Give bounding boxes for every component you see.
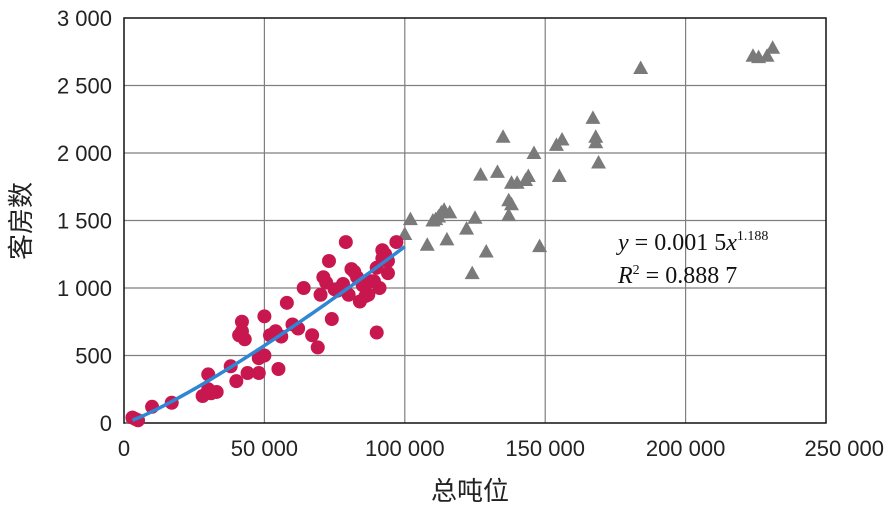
equation-exponent: 1.188 xyxy=(737,229,769,244)
circle-point xyxy=(338,235,353,250)
x-tick-label: 100 000 xyxy=(365,436,445,461)
r2-value: = 0.888 7 xyxy=(640,263,738,289)
fit-curve xyxy=(131,245,406,422)
circle-point xyxy=(361,287,376,302)
circle-point xyxy=(369,325,384,340)
circle-point xyxy=(257,348,272,363)
triangle-point xyxy=(489,164,505,178)
triangle-point xyxy=(554,132,570,146)
circle-point xyxy=(305,328,320,343)
circle-point xyxy=(310,340,325,355)
triangle-point xyxy=(520,168,536,182)
r2-lhs: R xyxy=(617,263,633,289)
grid-lines xyxy=(124,18,826,423)
equation-annotation: y = 0.001 5x1.188 xyxy=(616,229,768,256)
triangle-point xyxy=(419,237,435,251)
triangle-point xyxy=(442,204,458,219)
circle-series xyxy=(125,235,404,428)
y-tick-label: 2 500 xyxy=(57,74,112,99)
circle-point xyxy=(234,314,249,329)
triangle-point xyxy=(591,154,607,169)
triangle-point xyxy=(633,60,649,74)
circle-point xyxy=(251,366,266,381)
x-tick-label: 0 xyxy=(118,436,130,461)
circle-point xyxy=(389,235,404,250)
y-tick-label: 500 xyxy=(75,344,112,369)
triangle-point xyxy=(501,207,517,222)
y-tick-label: 2 000 xyxy=(57,141,112,166)
r2-sup: 2 xyxy=(633,263,640,278)
circle-point xyxy=(279,295,294,310)
triangle-point xyxy=(765,40,781,54)
triangle-point xyxy=(464,265,480,280)
triangle-point xyxy=(495,129,511,143)
triangle-point xyxy=(532,238,548,253)
circle-point xyxy=(372,281,387,295)
triangle-point xyxy=(588,129,604,143)
circle-point xyxy=(324,312,339,327)
circle-point xyxy=(271,362,286,376)
x-tick-label: 200 000 xyxy=(646,436,726,461)
x-tick-label: 250 000 xyxy=(804,436,884,461)
r-squared-annotation: R2 = 0.888 7 xyxy=(617,263,737,289)
y-tick-label: 1 000 xyxy=(57,276,112,301)
triangle-point xyxy=(397,226,413,240)
triangle-point xyxy=(526,145,542,159)
triangle-point xyxy=(759,48,775,62)
triangle-point xyxy=(473,167,489,181)
y-tick-label: 0 xyxy=(100,411,112,436)
equation-coef: = 0.001 5 xyxy=(629,230,727,256)
x-axis-title: 总吨位 xyxy=(431,477,509,507)
plot-frame xyxy=(123,17,827,424)
equation-lhs: y xyxy=(616,230,629,256)
equation-var: x xyxy=(725,230,737,256)
x-tick-label: 50 000 xyxy=(231,436,298,461)
triangle-point xyxy=(402,211,418,226)
triangle-point xyxy=(504,196,520,211)
circle-point xyxy=(257,309,272,324)
circle-point xyxy=(237,332,252,347)
circle-point xyxy=(240,366,255,381)
circle-point xyxy=(296,281,311,295)
circle-point xyxy=(229,374,244,389)
y-tick-labels: 0 500 1 000 1 500 2 000 2 500 3 000 xyxy=(57,6,112,436)
circle-point xyxy=(380,266,395,281)
y-axis-title: 客房数 xyxy=(7,182,37,260)
triangle-point xyxy=(585,110,601,124)
circle-point xyxy=(209,384,224,399)
triangle-point xyxy=(459,221,475,235)
x-tick-labels: 0 50 000 100 000 150 000 200 000 250 000 xyxy=(118,436,884,461)
triangle-point xyxy=(467,210,483,224)
triangle-point xyxy=(439,231,455,246)
y-tick-label: 3 000 xyxy=(57,6,112,31)
y-tick-label: 1 500 xyxy=(57,209,112,234)
circle-point xyxy=(313,287,328,302)
x-tick-label: 150 000 xyxy=(505,436,585,461)
triangle-point xyxy=(478,244,494,258)
triangle-point xyxy=(551,168,567,182)
circle-point xyxy=(321,254,336,268)
